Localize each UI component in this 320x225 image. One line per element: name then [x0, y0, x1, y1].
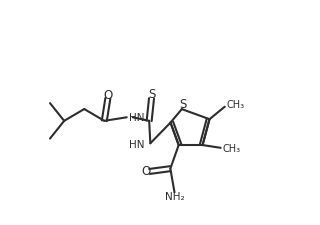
Text: O: O — [141, 165, 151, 178]
Text: CH₃: CH₃ — [222, 144, 240, 154]
Text: S: S — [180, 98, 187, 111]
Text: S: S — [148, 88, 155, 101]
Text: NH₂: NH₂ — [165, 192, 184, 202]
Text: CH₃: CH₃ — [226, 100, 244, 110]
Text: HN: HN — [129, 113, 144, 123]
Text: HN: HN — [129, 140, 144, 150]
Text: O: O — [103, 89, 112, 101]
